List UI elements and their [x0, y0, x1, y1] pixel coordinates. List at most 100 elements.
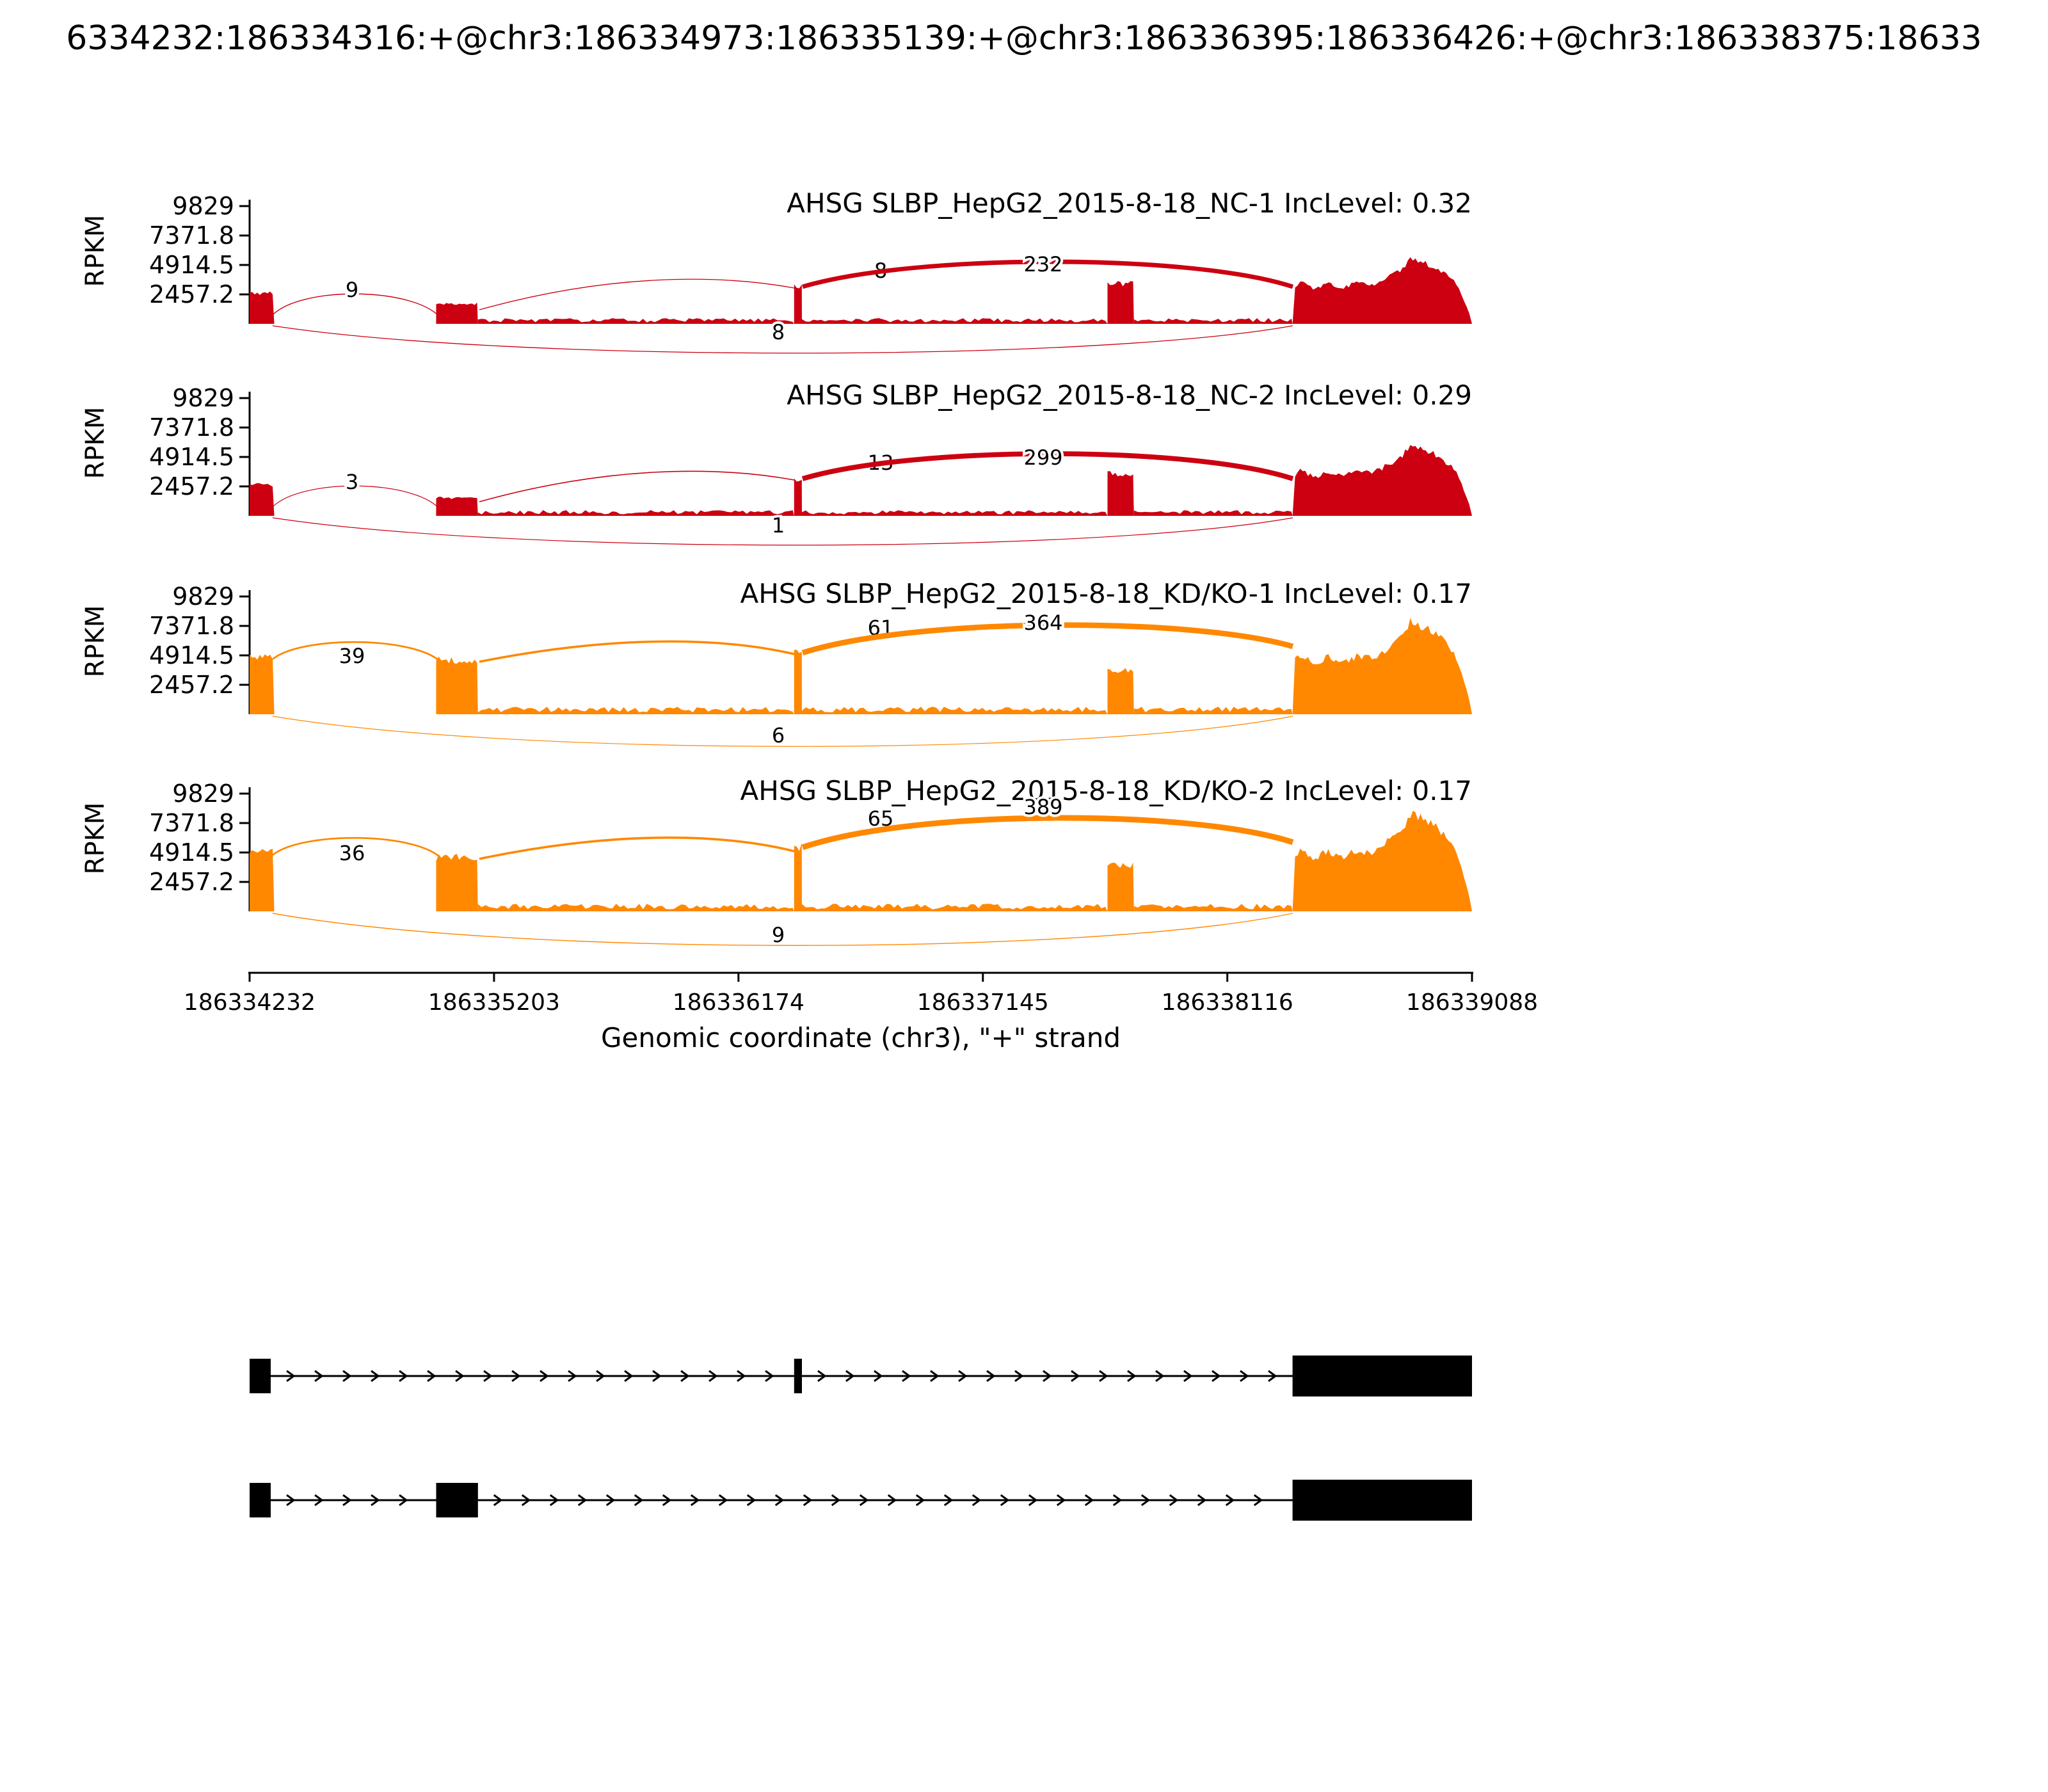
strand-arrow: [1197, 1494, 1207, 1507]
strand-arrow: [765, 1370, 774, 1382]
strand-arrow: [1028, 1494, 1038, 1507]
y-tick-label: 2457.2: [149, 472, 234, 500]
strand-arrow: [930, 1370, 940, 1382]
junction-arc: [479, 470, 795, 502]
strand-arrow: [1084, 1494, 1094, 1507]
strand-arrow: [986, 1370, 996, 1382]
junction-arc: [272, 325, 1293, 354]
y-tick-label: 9829: [172, 384, 234, 412]
junction-arc: [272, 716, 1293, 747]
coverage-noise: [477, 318, 794, 324]
x-axis-title: Genomic coordinate (chr3), "+" strand: [601, 1022, 1121, 1053]
strand-arrow: [568, 1370, 577, 1382]
y-tick-label: 4914.5: [149, 838, 234, 867]
strand-arrow: [817, 1370, 827, 1382]
strand-arrow: [624, 1370, 634, 1382]
strand-arrow: [314, 1494, 324, 1507]
coverage-block: [1107, 862, 1134, 911]
track-label: AHSG SLBP_HepG2_2015-8-18_KD/KO-2 IncLev…: [740, 775, 1473, 806]
strand-arrow: [1099, 1370, 1108, 1382]
junction-arc: [272, 836, 440, 858]
coverage-noise: [801, 318, 1108, 324]
strand-arrow: [662, 1494, 672, 1507]
strand-arrow: [1071, 1370, 1080, 1382]
junction-arc: [272, 641, 440, 662]
coverage-block: [250, 654, 275, 714]
strand-arrow: [1183, 1370, 1193, 1382]
x-tick-label: 186337145: [917, 989, 1049, 1016]
strand-arrow: [634, 1494, 644, 1507]
junction-count-label: 8: [772, 320, 785, 344]
strand-arrow: [690, 1494, 700, 1507]
junction-count-label: 36: [339, 841, 365, 865]
strand-arrow: [1253, 1494, 1263, 1507]
track-label: AHSG SLBP_HepG2_2015-8-18_KD/KO-1 IncLev…: [740, 578, 1473, 609]
x-tick-label: 186339088: [1406, 989, 1538, 1016]
y-tick-label: 2457.2: [149, 671, 234, 699]
junction-arc: [802, 259, 1294, 289]
gene-model-isoform-2: [250, 1480, 1472, 1521]
coverage-block: [250, 483, 275, 516]
strand-arrow: [483, 1370, 493, 1382]
junction-arc: [272, 485, 440, 509]
exon-box: [794, 1359, 802, 1393]
junction-count-label: 3: [346, 470, 358, 494]
strand-arrow: [342, 1370, 352, 1382]
track-label: AHSG SLBP_HepG2_2015-8-18_NC-2 IncLevel:…: [787, 380, 1472, 411]
strand-arrow: [1000, 1494, 1010, 1507]
junction-arc: [272, 913, 1293, 946]
strand-arrow: [845, 1370, 855, 1382]
junction-count-label: 9: [346, 278, 358, 302]
coverage-block: [794, 650, 802, 714]
coverage-block: [794, 843, 802, 911]
coverage-noise: [1133, 318, 1293, 324]
x-tick-label: 186338116: [1162, 989, 1293, 1016]
y-axis-title: RPKM: [81, 803, 110, 875]
strand-arrow: [718, 1494, 728, 1507]
junction-arc: [801, 451, 1294, 481]
coverage-block: [436, 497, 478, 516]
strand-arrow: [1043, 1370, 1052, 1382]
junction-arc: [272, 517, 1293, 546]
strand-arrow: [596, 1370, 605, 1382]
junction-count-label: 1: [772, 513, 785, 538]
strand-arrow: [1140, 1494, 1151, 1507]
exon-box: [436, 1483, 478, 1517]
coverage-block: [794, 478, 802, 516]
strand-arrow: [958, 1370, 968, 1382]
x-tick-label: 186335203: [428, 989, 560, 1016]
junction-count-label: 232: [1023, 252, 1062, 276]
coverage-noise: [1133, 510, 1293, 516]
strand-arrow: [286, 1370, 296, 1382]
strand-arrow: [746, 1494, 756, 1507]
strand-arrow: [549, 1494, 559, 1507]
exon-box: [1292, 1356, 1472, 1396]
strand-arrow: [399, 1494, 408, 1507]
strand-arrow: [874, 1370, 883, 1382]
strand-arrow: [1155, 1370, 1165, 1382]
strand-arrow: [915, 1494, 925, 1507]
strand-arrow: [314, 1370, 324, 1382]
strand-arrow: [371, 1494, 380, 1507]
y-axis-title: RPKM: [81, 407, 110, 479]
strand-arrow: [680, 1370, 690, 1382]
coverage-noise: [477, 904, 794, 911]
y-tick-label: 2457.2: [149, 280, 234, 308]
junction-count-label: 6: [772, 723, 785, 748]
strand-arrow: [887, 1494, 897, 1507]
coverage-mound: [1292, 618, 1472, 714]
strand-arrow: [1212, 1370, 1221, 1382]
junction-count-label: 39: [339, 644, 365, 668]
y-tick-label: 7371.8: [149, 612, 234, 640]
y-axis-title: RPKM: [81, 605, 110, 678]
track-label: AHSG SLBP_HepG2_2015-8-18_NC-1 IncLevel:…: [787, 188, 1472, 219]
coverage-block: [1107, 281, 1134, 324]
junction-arc: [801, 815, 1294, 851]
strand-arrow: [859, 1494, 869, 1507]
strand-arrow: [371, 1370, 380, 1382]
y-tick-label: 9829: [172, 582, 234, 611]
